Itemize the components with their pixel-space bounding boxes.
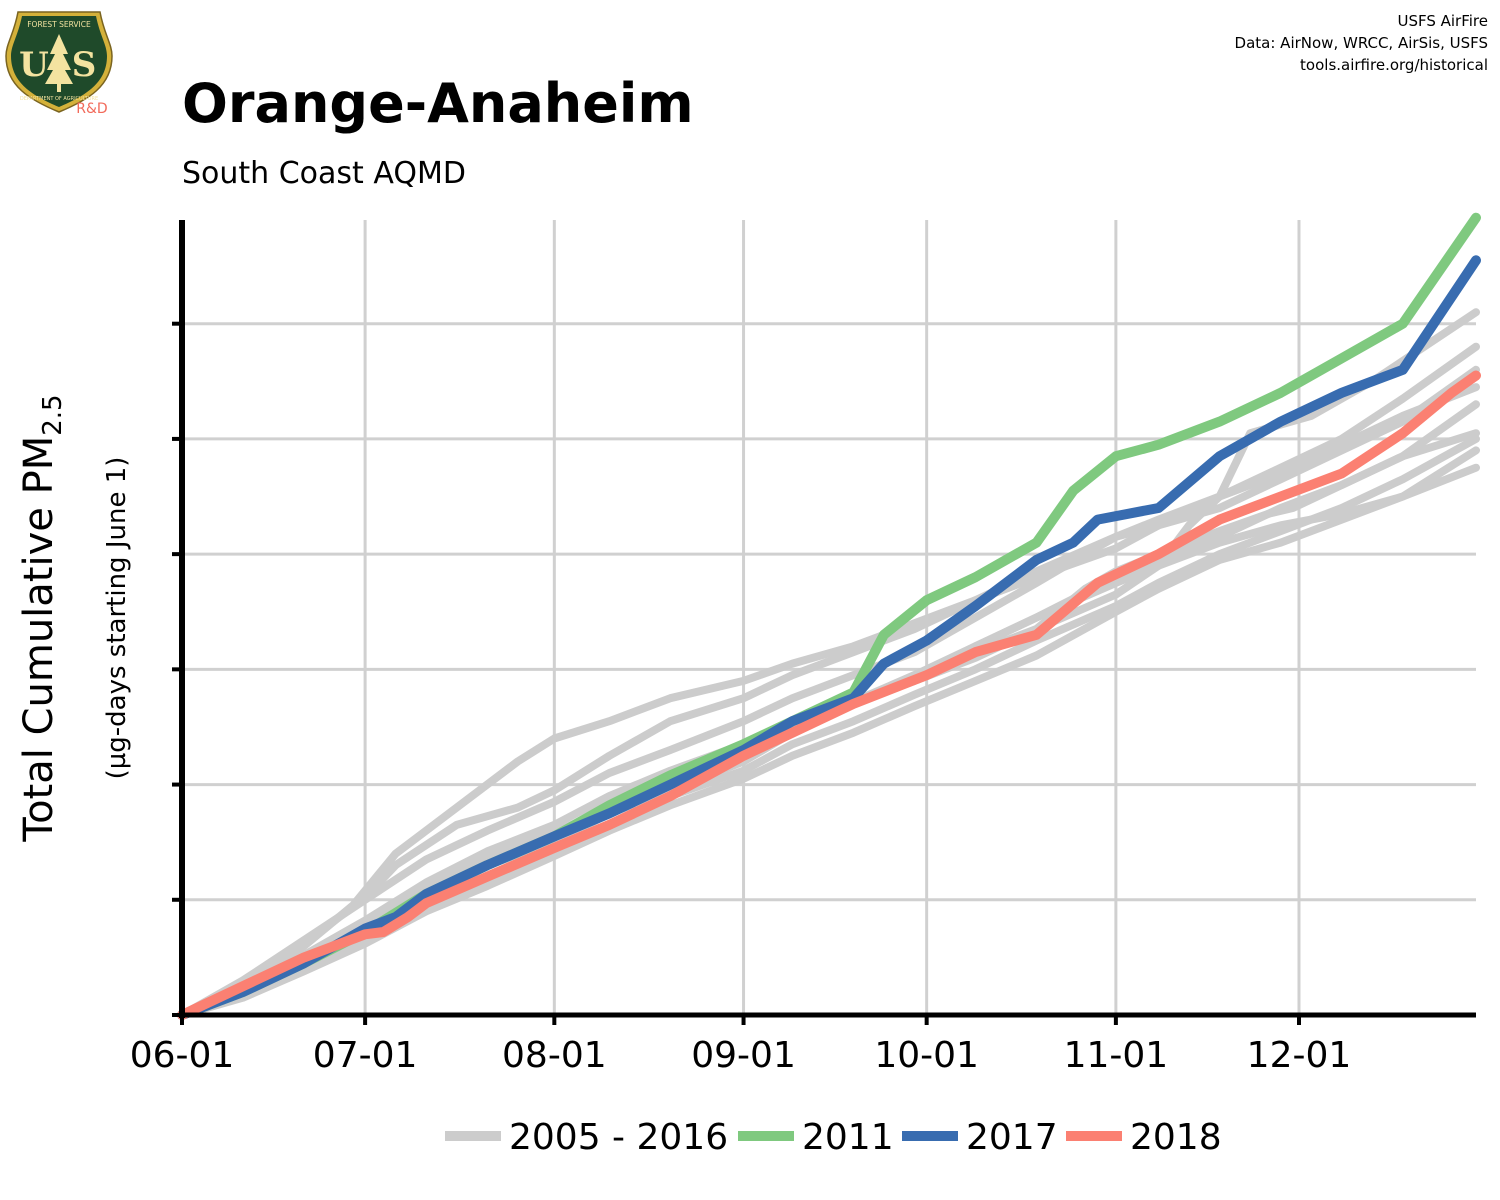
axes [172, 220, 1476, 1025]
y-axis-units-label: (µg-days starting June 1) [102, 457, 132, 780]
logo-letter-u: U [19, 45, 49, 85]
chart-subtitle: South Coast AQMD [182, 156, 466, 191]
usfs-shield-logo: FOREST SERVICE U S DEPARTMENT OF AGRICUL… [5, 11, 113, 117]
x-tick-label: 12-01 [1247, 1035, 1352, 1076]
legend-label: 2017 [966, 1117, 1058, 1158]
highlighted-series [177, 212, 1481, 1020]
x-tick-label: 06-01 [130, 1035, 235, 1076]
x-tick-label: 07-01 [313, 1035, 418, 1076]
x-tick-labels: 06-01 07-01 08-01 09-01 10-01 11-01 12-01 [130, 1035, 1352, 1076]
logo-tree-icon [45, 34, 73, 92]
logo-top-text: FOREST SERVICE [27, 20, 91, 29]
background-series-line [178, 365, 1480, 1019]
legend-label: 2005 - 2016 [509, 1117, 728, 1158]
y-axis-label-main: Total Cumulative PM [16, 436, 62, 843]
chart-title: Orange-Anaheim [182, 72, 694, 135]
legend-label: 2011 [802, 1117, 894, 1158]
series-line-2017 [177, 255, 1481, 1020]
legend-label: 2018 [1130, 1117, 1222, 1158]
legend: 2005 - 2016 2011 2017 2018 [445, 1117, 1222, 1158]
x-tick-label: 09-01 [691, 1035, 796, 1076]
credit-line: tools.airfire.org/historical [1300, 56, 1488, 74]
logo-rd-badge: R&D [76, 101, 107, 117]
logo-bottom-text: DEPARTMENT OF AGRICULTURE [20, 96, 98, 102]
background-series-line [178, 308, 1480, 1019]
x-tick-label: 08-01 [502, 1035, 607, 1076]
credits: USFS AirFire Data: AirNow, WRCC, AirSis,… [1235, 10, 1488, 76]
y-axis-label: Total Cumulative PM2.5 [16, 394, 68, 842]
credit-line: USFS AirFire [1397, 12, 1488, 30]
x-tick-label: 10-01 [874, 1035, 979, 1076]
x-tick-label: 11-01 [1064, 1035, 1169, 1076]
y-axis-label-subscript: 2.5 [38, 394, 68, 435]
series-line-2018 [177, 370, 1481, 1020]
credit-line: Data: AirNow, WRCC, AirSis, USFS [1234, 34, 1488, 52]
logo-letter-s: S [72, 45, 97, 85]
